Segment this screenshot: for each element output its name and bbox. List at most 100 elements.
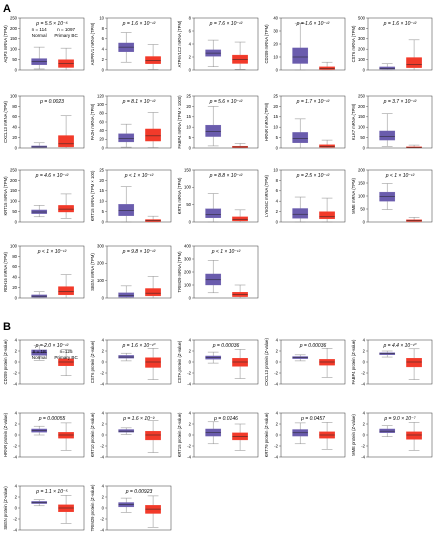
y-tick-label: -2	[187, 443, 191, 448]
y-tick-label: 500	[358, 15, 366, 20]
normal-box	[292, 132, 309, 143]
p-value-label: p = 7.6 × 10⁻¹²	[209, 21, 243, 27]
y-tick-label: 0	[102, 67, 105, 72]
p-value-label: p = 9.0 × 10⁻⁷	[383, 416, 415, 422]
y-tick-label: -2	[13, 443, 17, 448]
tumor-box	[58, 205, 74, 213]
y-tick-label: 0	[102, 219, 105, 224]
tumor-box	[58, 358, 74, 367]
y-tick-label: 100	[358, 57, 366, 62]
y-tick-label: 10	[186, 125, 191, 130]
y-tick-label: 4	[276, 410, 279, 415]
y-axis-label: CST6 protein (Z-value)	[90, 340, 95, 383]
y-axis-label: CSTA protein (Z-value)	[177, 340, 182, 383]
y-tick-label: 4	[102, 47, 105, 52]
chart-27: -4 -2 0 2 4 KRT79 protein (Z-value) p = 0.0457	[264, 410, 346, 459]
y-tick-label: 200	[358, 167, 366, 172]
y-tick-label: -4	[13, 381, 17, 386]
legend-normal: Normal	[32, 33, 47, 38]
p-value-label: p = 0.00923	[125, 489, 153, 495]
y-tick-label: 30	[273, 28, 278, 33]
y-tick-label: 6	[189, 28, 192, 33]
y-tick-label: 80	[99, 111, 104, 116]
y-tick-label: 60	[12, 264, 17, 269]
y-tick-label: 40	[273, 15, 278, 20]
y-tick-label: -2	[100, 443, 104, 448]
p-value-label: p < 1 × 10⁻¹²	[37, 249, 67, 255]
tumor-box	[145, 288, 161, 297]
y-tick-label: -2	[274, 370, 278, 375]
y-tick-label: 250	[10, 15, 18, 20]
y-tick-label: 0	[363, 432, 366, 437]
y-tick-label: 4	[189, 337, 192, 342]
y-tick-label: 25	[99, 167, 104, 172]
y-tick-label: 0	[189, 219, 192, 224]
plot-frame	[280, 169, 346, 223]
plot-frame	[106, 17, 172, 71]
normal-box	[118, 355, 135, 359]
p-value-label: p = 0.00036	[212, 343, 240, 349]
y-axis-label: CD209 protein (Z-value)	[3, 339, 8, 385]
y-tick-label: 2	[189, 348, 192, 353]
y-tick-label: 40	[12, 275, 17, 280]
p-value-label: p = 0.00036	[299, 343, 327, 349]
tumor-box	[145, 505, 161, 514]
p-value-label: p = 1.6 × 10⁻¹²	[122, 21, 156, 27]
normal-box	[31, 145, 48, 148]
chart-26: -4 -2 0 2 4 KRT15 protein (Z-value) p = 0.0146	[177, 410, 259, 459]
tumor-box	[406, 357, 422, 368]
y-tick-label: 10	[99, 199, 104, 204]
y-axis-label: LY6G6C mRNA (TPM)	[264, 174, 269, 216]
y-tick-label: 100	[97, 278, 105, 283]
p-value-label: p = 9.8 × 10⁻¹²	[122, 249, 156, 255]
y-tick-label: 2	[15, 348, 18, 353]
y-tick-label: 150	[10, 36, 18, 41]
y-tick-label: 4	[189, 410, 192, 415]
chart-21: -4 -2 0 2 4 CSTA protein (Z-value) p = 0.00036	[177, 337, 259, 386]
y-tick-label: -2	[100, 370, 104, 375]
y-tick-label: 150	[10, 188, 18, 193]
p-value-label: p = 8.8 × 10⁻¹²	[209, 173, 243, 179]
y-tick-label: 150	[184, 167, 192, 172]
normal-box	[205, 124, 222, 137]
y-tick-label: 20	[99, 137, 104, 142]
p-value-label: p < 1 × 10⁻¹²	[124, 173, 154, 179]
chart-29: -4 -2 0 2 4 SBSN protein (Z-value) p = 1.1 × 1…	[3, 483, 85, 532]
y-tick-label: 4	[276, 199, 279, 204]
plot-frame	[193, 169, 259, 223]
y-axis-label: MME mRNA (TPM)	[351, 177, 356, 213]
p-value-label: p = 1.6 × 10⁻⁹	[122, 416, 155, 422]
y-tick-label: 4	[102, 337, 105, 342]
chart-30: -4 -2 0 2 4 TRIM29 protein (Z-value) p = 0.009…	[90, 483, 172, 532]
chart-8: 0 5 10 15 20 25 FABP4 mRNA (TPM × 1000) p = 5.6…	[177, 93, 259, 150]
y-tick-label: 15	[186, 114, 191, 119]
y-tick-label: 60	[99, 119, 104, 124]
y-tick-label: 4	[15, 483, 18, 488]
y-tick-label: 10	[99, 15, 104, 20]
y-tick-label: 80	[12, 254, 17, 259]
y-tick-label: 50	[12, 57, 17, 62]
y-tick-label: 300	[358, 36, 366, 41]
plot-frame	[19, 95, 85, 149]
y-axis-label: KRT10 protein (Z-value)	[90, 412, 95, 457]
y-tick-label: 20	[12, 135, 17, 140]
y-tick-label: 2	[15, 421, 18, 426]
plot-frame	[367, 95, 433, 149]
y-tick-label: -4	[100, 454, 104, 459]
plot-frame	[106, 245, 172, 299]
p-value-label: p = 1.6 × 10⁻¹²	[383, 21, 417, 27]
chart-14: 0 2 4 6 8 10 LY6G6C mRNA (TPM) p = 2.5 × 10⁻¹²	[264, 167, 346, 224]
p-value-label: p = 2.0 × 10⁻¹²	[35, 343, 69, 349]
y-tick-label: 0	[276, 145, 279, 150]
y-tick-label: -4	[361, 381, 365, 386]
y-axis-label: CXCL13 protein (Z-value)	[264, 338, 269, 386]
y-tick-label: 100	[184, 185, 192, 190]
tumor-box	[58, 135, 74, 148]
legend-tumor: Primary BC	[54, 355, 78, 360]
p-value-label: p = 1.6 × 10⁻¹⁰	[122, 343, 156, 349]
